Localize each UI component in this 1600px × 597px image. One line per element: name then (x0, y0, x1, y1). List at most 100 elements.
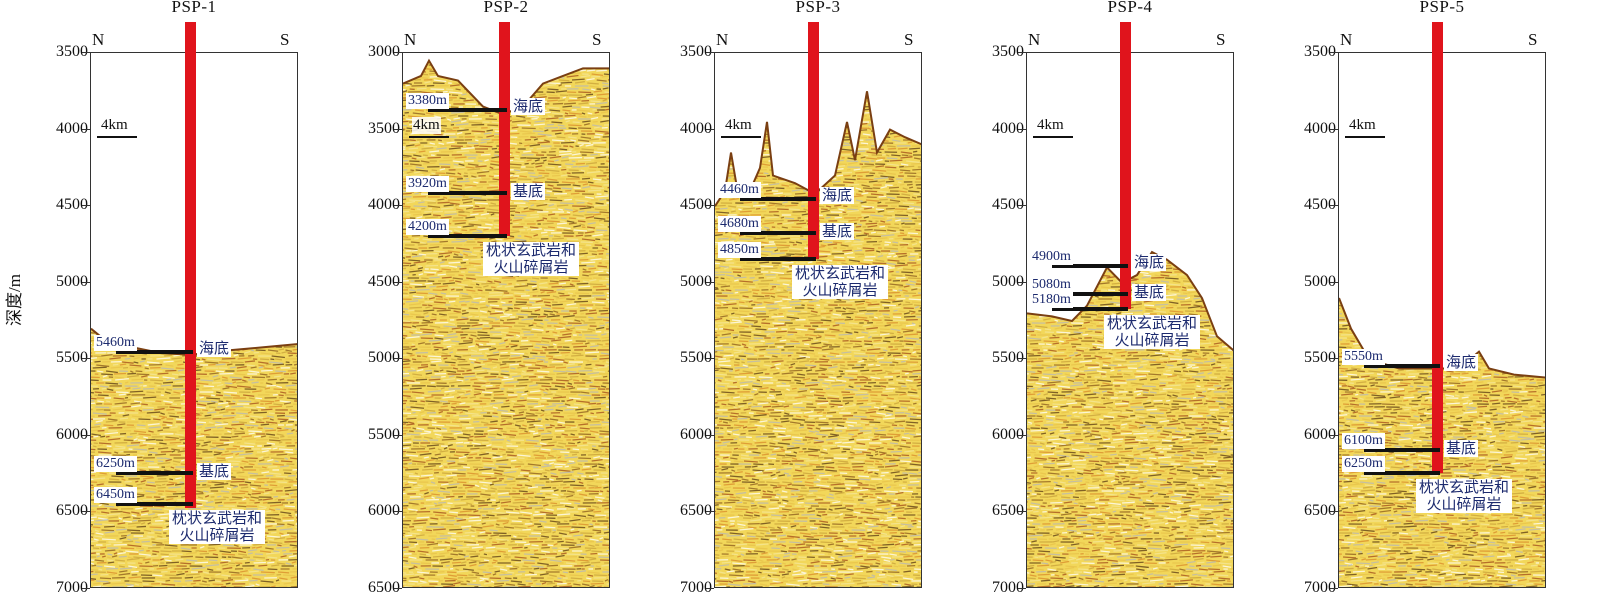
north-label: N (92, 30, 104, 50)
scale-bar (1345, 136, 1385, 138)
scale-bar (409, 136, 449, 138)
rock-type-line-2: 火山碎屑岩 (486, 259, 576, 276)
depth-label: 4200m (406, 219, 449, 235)
y-tick-mark (1330, 588, 1338, 589)
y-tick-mark (394, 282, 402, 283)
depth-label: 5080m (1030, 277, 1073, 293)
y-axis-title: 深度/m (0, 270, 25, 330)
panel-title: PSP-2 (402, 0, 610, 17)
y-tick-mark (1018, 435, 1026, 436)
y-tick-mark (394, 511, 402, 512)
scale-bar (97, 136, 137, 138)
y-tick-mark (1018, 358, 1026, 359)
y-tick-mark (1018, 205, 1026, 206)
basement-label: 基底 (1132, 284, 1166, 301)
y-tick-mark (394, 358, 402, 359)
borehole (499, 22, 510, 236)
north-label: N (716, 30, 728, 50)
north-label: N (404, 30, 416, 50)
scale-bar-label: 4km (1036, 117, 1065, 134)
depth-label: 5180m (1030, 292, 1073, 308)
y-tick-mark (1330, 511, 1338, 512)
panel-title: PSP-4 (1026, 0, 1234, 17)
y-tick-mark (1018, 129, 1026, 130)
y-tick-mark (394, 205, 402, 206)
rock-type-label: 枕状玄武岩和火山碎屑岩 (483, 242, 579, 276)
seabed-label: 海底 (1132, 254, 1166, 271)
y-tick-mark (394, 129, 402, 130)
depth-label: 6100m (1342, 433, 1385, 449)
rock-type-line-1: 枕状玄武岩和 (1419, 479, 1509, 496)
scale-bar (721, 136, 761, 138)
rock-type-line-1: 枕状玄武岩和 (172, 510, 262, 527)
scale-bar-label: 4km (724, 117, 753, 134)
depth-label: 6450m (94, 487, 137, 503)
depth-label: 3920m (406, 176, 449, 192)
y-tick-mark (706, 52, 714, 53)
y-tick-mark (706, 588, 714, 589)
panel-title: PSP-1 (90, 0, 298, 17)
south-label: S (1216, 30, 1225, 50)
y-tick-mark (82, 435, 90, 436)
y-tick-mark (82, 282, 90, 283)
seabed-label: 海底 (197, 340, 231, 357)
rock-type-line-1: 枕状玄武岩和 (486, 242, 576, 259)
north-label: N (1340, 30, 1352, 50)
y-tick-mark (1330, 205, 1338, 206)
borehole (1432, 22, 1443, 473)
rock-type-line-2: 火山碎屑岩 (172, 527, 262, 544)
y-tick-mark (706, 129, 714, 130)
basement-label: 基底 (1444, 440, 1478, 457)
y-tick-mark (82, 205, 90, 206)
rock-type-label: 枕状玄武岩和火山碎屑岩 (1104, 315, 1200, 349)
y-tick-mark (1018, 52, 1026, 53)
y-tick-mark (1018, 511, 1026, 512)
y-tick-mark (394, 52, 402, 53)
y-tick-mark (1330, 129, 1338, 130)
y-tick-mark (1330, 358, 1338, 359)
south-label: S (1528, 30, 1537, 50)
rock-type-label: 枕状玄武岩和火山碎屑岩 (792, 265, 888, 299)
y-tick-mark (706, 511, 714, 512)
y-tick-mark (706, 205, 714, 206)
south-label: S (280, 30, 289, 50)
south-label: S (592, 30, 601, 50)
y-tick-mark (706, 435, 714, 436)
y-tick-mark (1018, 282, 1026, 283)
depth-label: 6250m (1342, 456, 1385, 472)
north-label: N (1028, 30, 1040, 50)
y-tick-mark (394, 435, 402, 436)
rock-type-line-2: 火山碎屑岩 (795, 282, 885, 299)
depth-label: 3380m (406, 93, 449, 109)
depth-label: 6250m (94, 456, 137, 472)
depth-label: 5460m (94, 335, 137, 351)
panel-title: PSP-3 (714, 0, 922, 17)
y-tick-mark (394, 588, 402, 589)
seabed-label: 海底 (1444, 354, 1478, 371)
y-tick-mark (1330, 52, 1338, 53)
y-tick-mark (82, 52, 90, 53)
rock-type-line-1: 枕状玄武岩和 (1107, 315, 1197, 332)
panel-title: PSP-5 (1338, 0, 1546, 17)
seabed-label: 海底 (511, 98, 545, 115)
depth-label: 5550m (1342, 349, 1385, 365)
y-tick-mark (82, 129, 90, 130)
depth-label: 4850m (718, 242, 761, 258)
depth-label: 4680m (718, 216, 761, 232)
rock-type-line-1: 枕状玄武岩和 (795, 265, 885, 282)
south-label: S (904, 30, 913, 50)
rock-type-label: 枕状玄武岩和火山碎屑岩 (169, 510, 265, 544)
scale-bar-label: 4km (1348, 117, 1377, 134)
scale-bar-label: 4km (100, 117, 129, 134)
rock-type-line-2: 火山碎屑岩 (1107, 332, 1197, 349)
borehole (808, 22, 819, 259)
y-tick-mark (1330, 435, 1338, 436)
borehole (185, 22, 196, 508)
rock-type-line-2: 火山碎屑岩 (1419, 496, 1509, 513)
basement-label: 基底 (511, 183, 545, 200)
